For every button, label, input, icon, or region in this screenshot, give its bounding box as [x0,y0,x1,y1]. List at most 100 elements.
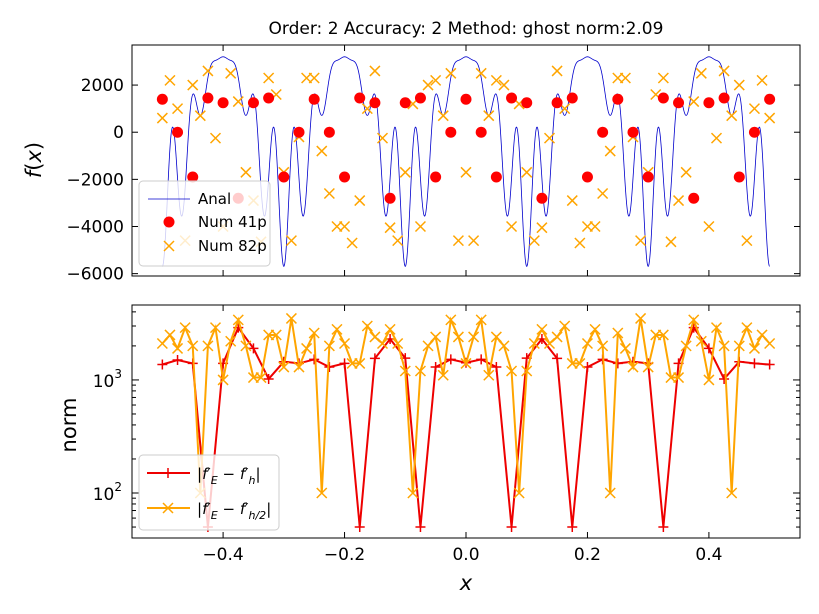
series-h2-point [225,335,237,347]
legend-num82-label: Num 82p [198,237,267,255]
num82-point [665,236,677,248]
series-h2-point [339,337,351,350]
series-h2-point [536,323,548,335]
num41-point [187,171,199,183]
top-plot-content [156,56,776,267]
num41-point [673,97,685,109]
series-h-point [369,353,380,364]
series-h2-point [361,320,373,332]
num82-point [680,166,692,178]
num41-point [733,171,745,183]
num41-point [566,92,578,104]
series-h2-point [278,361,290,373]
bottom-panel: 102 103 −0.4 −0.2 0.0 0.2 0.4 norm x |f′E − f… [57,304,801,595]
num82-point [414,220,426,233]
series-h2-point [528,337,540,350]
num82-point [521,166,533,178]
num41-point [612,93,624,105]
num82-point [202,65,214,77]
num41-point [703,97,715,109]
series-h2-point [414,365,426,377]
num82-point [536,222,548,234]
series-h-point [309,354,320,365]
series-h2-point [627,361,639,373]
num82-point [635,235,647,247]
num82-point [506,220,518,233]
legend-num82-swatch [163,240,175,252]
series-h2-point [422,340,434,352]
bottom-plot-content [156,312,776,533]
series-h-point [764,359,775,370]
series-h2-point [680,340,692,352]
num82-point [543,132,556,144]
num82-point [528,235,540,247]
series-h-point [749,358,760,369]
num82-point [733,79,745,91]
num82-point [376,132,389,144]
y-tick-label: 102 [93,480,122,505]
num82-point [589,220,601,233]
num82-point [164,74,176,86]
num82-point [430,74,442,86]
series-h2-point [559,320,571,332]
num82-point [263,72,275,84]
series-h2-point [619,342,631,354]
series-h2-point [445,314,457,326]
num41-point [718,92,730,104]
series-h2-point [688,314,700,326]
num41-point [657,92,669,104]
num41-point [581,171,593,183]
num41-point [202,92,214,104]
top-x-ticks [222,45,710,276]
num82-point [323,187,335,200]
num41-point [369,97,381,109]
series-h2-point [308,327,320,339]
series-h2-point [475,314,487,326]
num82-point [339,220,351,233]
series-h2-point [748,342,760,354]
series-h2-point [498,340,510,352]
top-y-axis-label: f(x) [22,142,46,178]
num82-point [468,235,480,247]
series-h2-point [642,361,654,373]
series-h2-point [354,357,366,369]
series-h2-point [483,369,495,381]
series-h2-point [726,487,738,499]
y-tick-label: 103 [93,367,122,392]
num82-point [452,235,464,247]
num82-point [741,235,753,247]
series-h2-point [589,323,601,335]
series-h2-point [430,331,442,343]
bottom-x-axis-label: x [459,571,473,595]
series-h2-point [460,357,472,369]
series-h-point [263,373,274,384]
series-h2-point [597,340,609,352]
series-h2-point [635,312,647,324]
num41-point [688,192,700,204]
series-h2-point [710,322,723,334]
series-h2-point [718,340,730,352]
num82-point [597,187,609,200]
num41-point [764,93,776,105]
num41-point [642,171,654,183]
series-h2-point [293,361,305,373]
num82-point [756,74,768,86]
num41-point [217,97,229,109]
num41-point [521,97,533,109]
bottom-y-axis-label: norm [57,398,81,453]
legend-num41-label: Num 41p [198,213,267,231]
x-tick-label: −0.4 [202,545,243,565]
num82-point [399,166,411,178]
y-tick-label: 0 [113,123,124,143]
legend-box [138,180,271,267]
bottom-y-ticks: 102 103 [93,311,800,539]
series-h2-point [506,365,518,377]
series-h-point [612,358,623,369]
legend-anal-label: Anal [198,190,231,208]
series-h2-point [202,340,214,352]
series-h2-point [733,340,745,352]
legend-h2-label: |f′E − f′h/2| [197,500,271,522]
series-h2-point [407,487,419,499]
series-h-point [354,522,365,533]
